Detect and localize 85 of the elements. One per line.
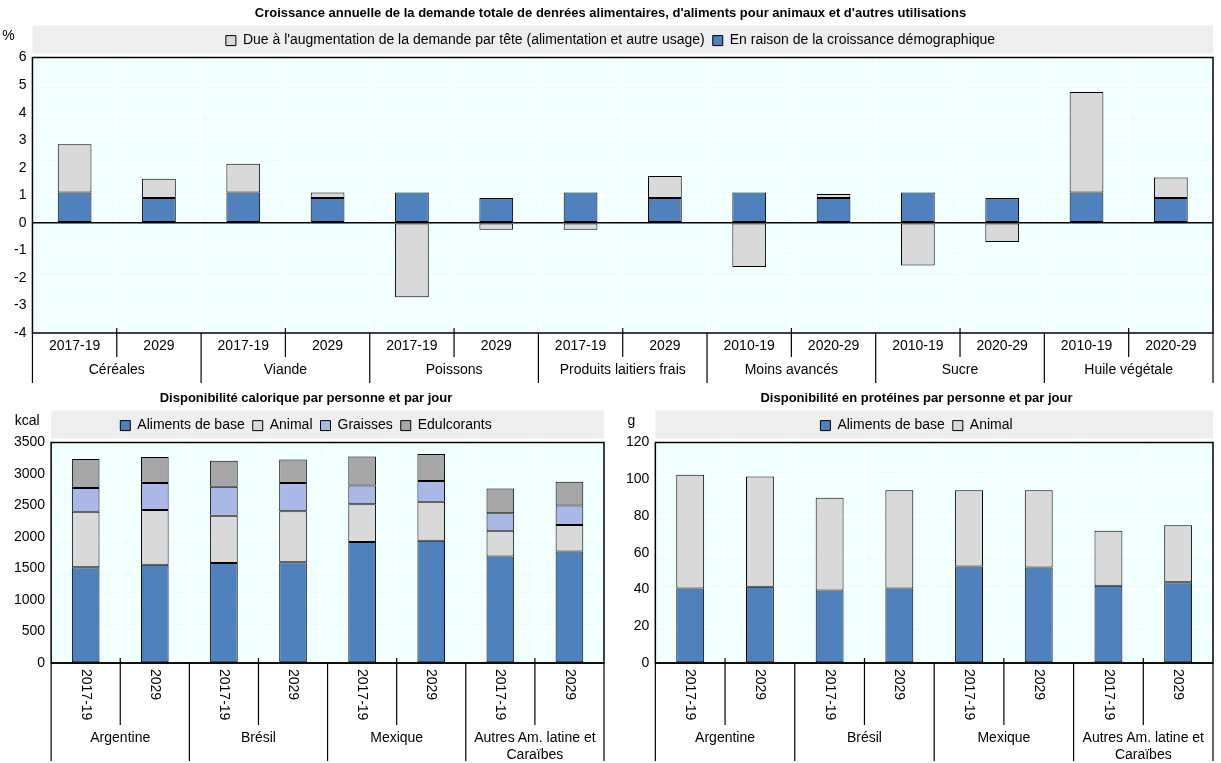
x-tick-label: 2017-19 [78,669,95,721]
legend-label: Edulcorants [417,416,492,433]
text: Sucre [941,360,979,377]
legend-label: Aliments de base [837,416,946,433]
legend-label: En raison de la croissance démographique [729,31,996,48]
x-tick-label: 2029 [143,336,175,353]
chart-title: Croissance annuelle de la demande totale de denrées alimentaires, d'aliments pour animaux et d'autres utilisations [254,5,967,21]
x-tick-label: 2029 [753,669,770,701]
text: Céréales [88,360,145,377]
y-tick-label: 1500 [13,559,46,576]
y-axis-title: kcal [14,412,40,429]
y-axis-title: g [627,412,636,429]
y-tick-label: -3 [14,296,27,313]
x-tick-label: 2017-19 [1101,669,1118,721]
y-tick-label: 0 [18,213,27,230]
y-tick-label: 3500 [13,433,46,450]
text: Mexique [370,728,424,745]
y-tick-label: 4 [18,103,27,120]
text: Moins avancés [744,360,839,377]
chart-title: Disponibilité calorique par personne et par jour [159,390,453,406]
text: Viande [263,360,308,377]
y-tick-label: 0 [641,653,650,670]
x-tick-label: 2010-19 [723,336,776,353]
text: Autres Am. latine et Caraïbes [1082,728,1205,762]
x-tick-label: 2017-19 [962,669,979,721]
y-axis-title: % [2,27,15,44]
text: Poissons [425,360,483,377]
x-tick-label: 2029 [1171,669,1188,701]
text: Autres Am. latine et Caraïbes [474,728,596,762]
y-tick-label: 120 [626,433,650,450]
y-tick-label: 3 [18,131,27,148]
text: Huile végétale [1084,360,1174,377]
y-tick-label: 2 [18,158,27,175]
chart-title: Disponibilité en protéines par personne et par jour [760,390,1073,406]
text: Mexique [977,728,1031,745]
x-tick-label: 2017-19 [217,336,270,353]
x-tick-label: 2029 [1031,669,1048,701]
y-tick-label: -2 [14,268,27,285]
x-tick-label: 2029 [424,669,441,701]
legend-label: Due à l'augmentation de la demande par tête (alimentation et autre usage) [242,31,705,48]
x-tick-label: 2010-19 [1060,336,1113,353]
y-tick-label: 6 [18,48,27,65]
y-tick-label: 3000 [13,464,46,481]
legend-label: Animal [269,416,313,433]
x-tick-label: 2020-29 [976,336,1029,353]
x-tick-label: 2017-19 [493,669,510,721]
x-tick-label: 2017-19 [822,669,839,721]
x-tick-label: 2020-29 [807,336,860,353]
legend-label: Animal [969,416,1013,433]
text: Brésil [240,728,276,745]
x-tick-label: 2029 [147,669,164,701]
x-tick-label: 2017-19 [683,669,700,721]
y-tick-label: 1000 [13,590,46,607]
y-tick-label: 60 [633,543,650,560]
text: Brésil [846,728,882,745]
y-tick-label: 1 [18,186,27,203]
y-tick-label: 2000 [13,527,46,544]
legend-label: Graisses [337,416,393,433]
x-tick-label: 2029 [286,669,303,701]
x-tick-label: 2029 [312,336,344,353]
x-tick-label: 2017-19 [386,336,438,353]
text: Argentine [695,728,756,745]
x-tick-label: 2020-29 [1145,336,1197,353]
y-tick-label: 500 [21,622,46,639]
x-tick-label: 2017-19 [554,336,607,353]
y-tick-label: -4 [14,323,27,340]
y-tick-label: 100 [626,470,650,487]
y-tick-label: -1 [14,241,27,258]
text: Argentine [90,728,151,745]
x-tick-label: 2029 [480,336,513,353]
y-tick-label: 0 [37,653,46,670]
y-tick-label: 80 [633,506,650,523]
x-tick-label: 2017-19 [48,336,101,353]
x-tick-label: 2029 [562,669,579,701]
y-tick-label: 20 [633,617,650,634]
y-tick-label: 2500 [13,496,46,513]
text: Produits laitiers frais [559,360,686,377]
legend-label: Aliments de base [137,416,245,433]
y-tick-label: 40 [633,580,650,597]
x-tick-label: 2017-19 [355,669,372,721]
x-tick-label: 2017-19 [217,669,234,721]
x-tick-label: 2029 [892,669,909,701]
x-tick-label: 2029 [649,336,681,353]
x-tick-label: 2010-19 [892,336,944,353]
y-tick-label: 5 [18,76,27,92]
